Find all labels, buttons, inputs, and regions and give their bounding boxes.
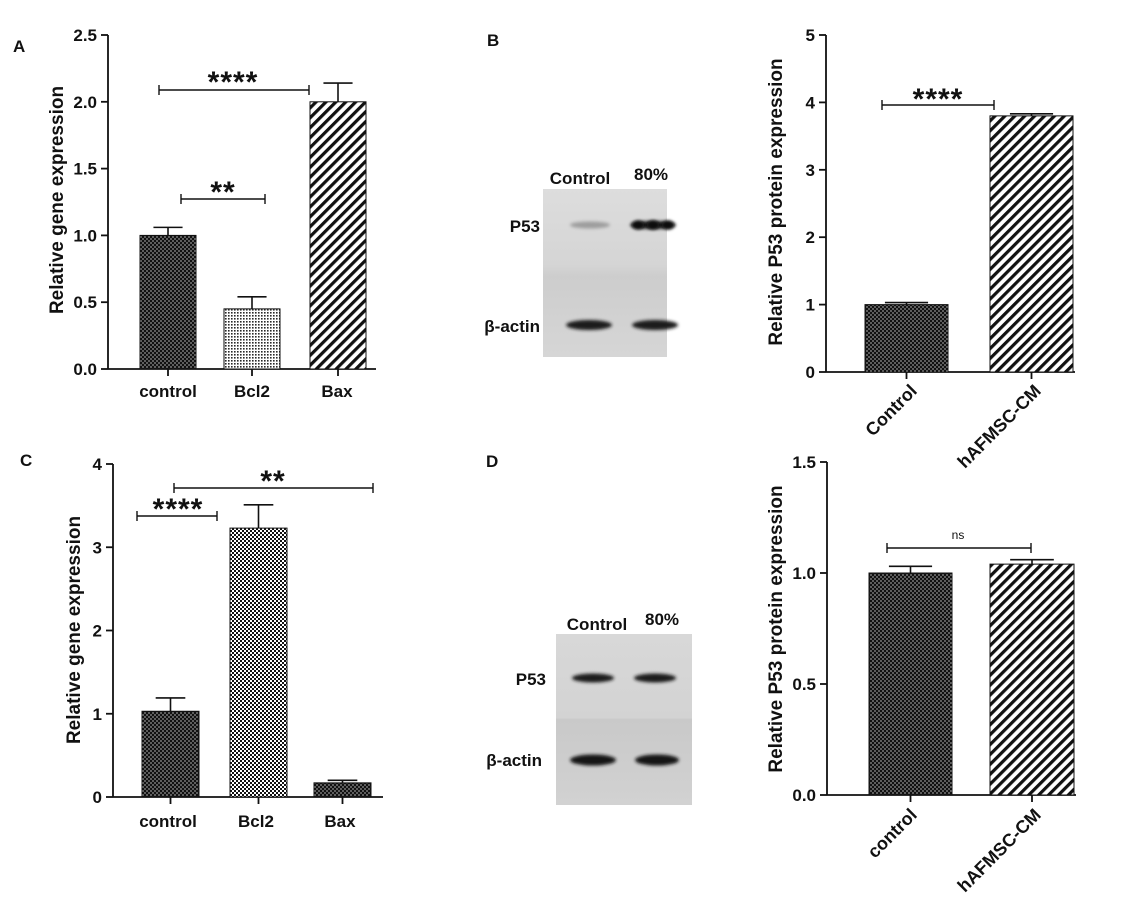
- x-tick-label: Bcl2: [234, 382, 270, 401]
- x-tick-label: Bax: [324, 812, 356, 831]
- panel-label: A: [13, 37, 25, 56]
- beta-actin-band-80-percent: [635, 754, 679, 766]
- y-tick-label: 4: [806, 93, 816, 112]
- y-tick-label: 2: [93, 622, 102, 641]
- p53-band-control: [572, 673, 614, 683]
- y-axis-title: Relative gene expression: [47, 86, 68, 314]
- chart-panel-c: 0 1 2 3 4 Relative gene expression control Bcl2…: [64, 455, 383, 831]
- bar-control: [864, 304, 949, 373]
- western-blot-d: Control 80% P53 β-actin: [486, 610, 692, 805]
- lane-label-control: Control: [550, 169, 610, 188]
- y-axis-title: Relative gene expression: [64, 516, 85, 744]
- row-label-p53: P53: [516, 670, 546, 689]
- chart-panel-a: 0.0 0.5 1.0 1.5 2.0 2.5 Relative gene expressi…: [47, 26, 376, 401]
- y-tick-label: 1: [806, 296, 815, 315]
- significance-bracket: ****: [158, 66, 310, 99]
- y-axis-title: Relative P53 protein expression: [766, 58, 787, 345]
- y-tick-label: 0.0: [73, 360, 97, 379]
- panel-label: B: [487, 31, 499, 50]
- blot-membrane: [556, 634, 692, 805]
- x-tick-label: control: [139, 382, 197, 401]
- y-tick-label: 5: [806, 26, 815, 45]
- western-blot-b: Control 80% P53 β-actin: [484, 165, 678, 357]
- bar-control: [868, 572, 953, 796]
- y-tick-label: 3: [93, 538, 102, 557]
- bar-bax: [309, 101, 367, 370]
- p53-band-80-percent-spot: [632, 220, 644, 230]
- blot-membrane: [543, 189, 667, 357]
- y-tick-label: 1: [93, 705, 102, 724]
- significance-label: ns: [952, 528, 965, 542]
- y-tick-label: 1.0: [792, 564, 816, 583]
- panel-label: D: [486, 452, 498, 471]
- y-tick-label: 1.0: [73, 226, 97, 245]
- p53-band-control: [570, 221, 610, 229]
- y-tick-label: 2: [806, 228, 815, 247]
- bar-hafmsc-cm: [989, 563, 1075, 796]
- significance-label: ****: [153, 493, 204, 526]
- y-tick-label: 2.5: [73, 26, 97, 45]
- y-axis-title: Relative P53 protein expression: [766, 485, 787, 772]
- significance-bracket: **: [173, 465, 374, 498]
- significance-label: ****: [208, 66, 259, 99]
- significance-label: **: [260, 465, 285, 498]
- y-tick-label: 0.5: [792, 675, 816, 694]
- y-tick-label: 2.0: [73, 93, 97, 112]
- beta-actin-band-control: [570, 754, 616, 766]
- row-label-beta-actin: β-actin: [486, 751, 542, 770]
- x-tick-label: Bax: [321, 382, 353, 401]
- significance-label: **: [210, 176, 235, 209]
- p53-band-80-percent-spot: [647, 220, 659, 230]
- y-tick-label: 1.5: [73, 160, 97, 179]
- p53-band-80-percent-spot: [662, 220, 674, 230]
- lane-label-80-percent: 80%: [645, 610, 679, 629]
- y-tick-label: 1.5: [792, 453, 816, 472]
- row-label-p53: P53: [510, 217, 540, 236]
- significance-bracket: ****: [881, 83, 995, 116]
- beta-actin-band-80-percent: [632, 320, 678, 330]
- y-tick-label: 0: [93, 788, 102, 807]
- y-tick-label: 3: [806, 161, 815, 180]
- bar-control: [141, 710, 200, 798]
- significance-label: ****: [913, 83, 964, 116]
- x-tick-label: Bcl2: [238, 812, 274, 831]
- y-tick-label: 0.0: [792, 786, 816, 805]
- significance-bracket: ****: [136, 493, 218, 526]
- bar-control: [139, 234, 197, 370]
- y-tick-label: 0.5: [73, 293, 97, 312]
- bar-bcl2: [223, 308, 281, 370]
- lane-label-80-percent: 80%: [634, 165, 668, 184]
- x-tick-label: control: [139, 812, 197, 831]
- lane-label-control: Control: [567, 615, 627, 634]
- significance-bracket: **: [180, 176, 266, 209]
- beta-actin-band-control: [566, 320, 612, 330]
- bar-hafmsc-cm: [989, 115, 1074, 373]
- y-tick-label: 0: [806, 363, 815, 382]
- y-tick-label: 4: [93, 455, 103, 474]
- bar-bcl2: [229, 527, 288, 798]
- row-label-beta-actin: β-actin: [484, 317, 540, 336]
- p53-band-80-percent: [634, 673, 676, 683]
- panel-label: C: [20, 451, 32, 470]
- significance-bracket: ns: [886, 528, 1032, 553]
- bar-bax: [313, 782, 372, 798]
